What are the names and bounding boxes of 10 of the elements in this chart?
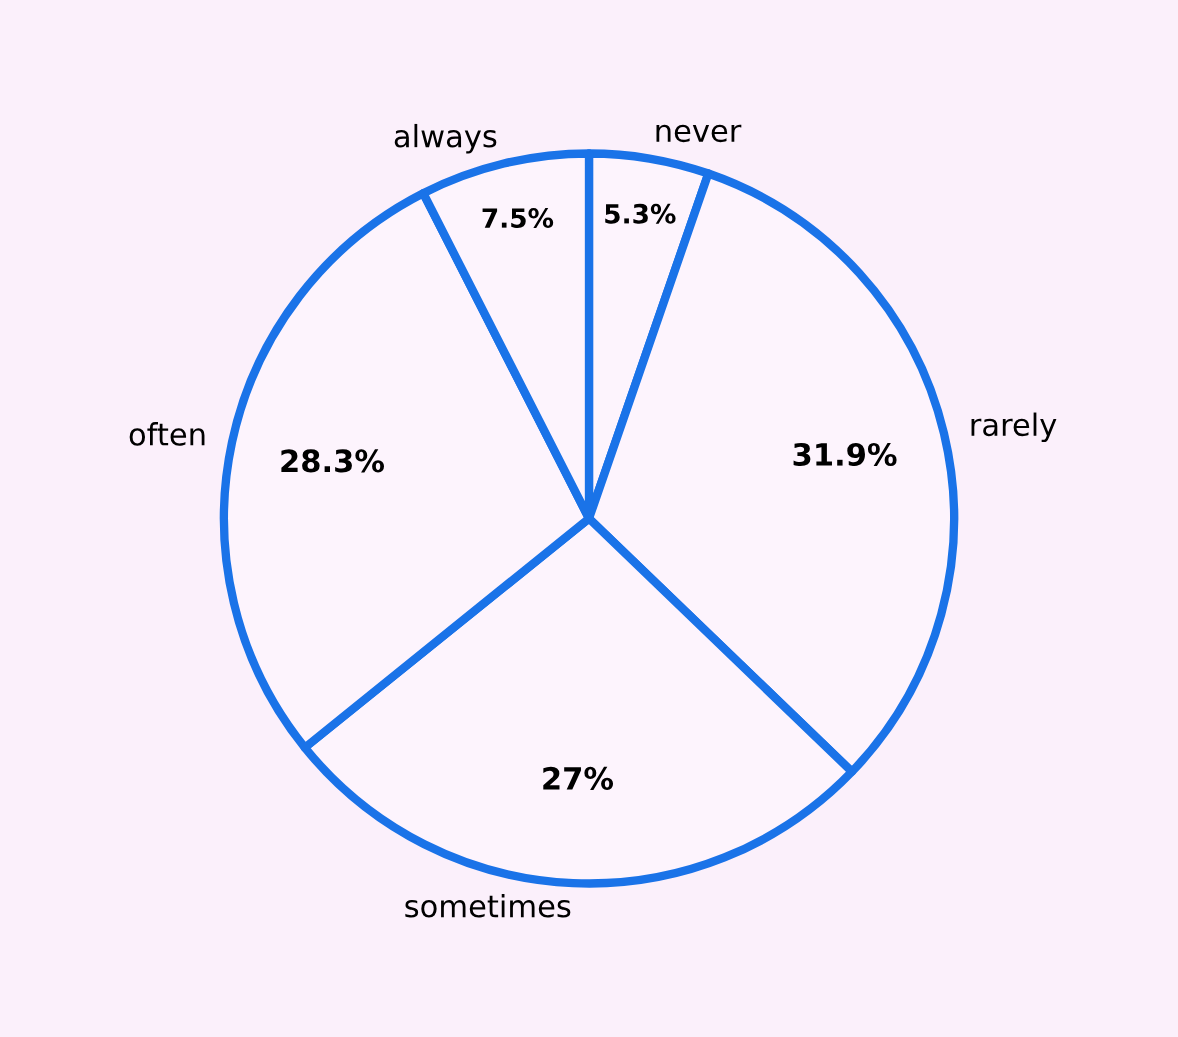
data-label: 7.5%: [482, 208, 554, 229]
slice-label: rarely: [971, 412, 1057, 443]
slice-label: sometimes: [405, 893, 571, 918]
slice-label: always: [394, 123, 497, 154]
data-label: 5.3%: [605, 203, 676, 224]
data-label: 27%: [543, 766, 614, 790]
data-label: 28.3%: [281, 449, 385, 473]
data-label: 31.9%: [793, 442, 897, 467]
slice-label: never: [656, 124, 742, 143]
slice-label: often: [129, 422, 205, 446]
